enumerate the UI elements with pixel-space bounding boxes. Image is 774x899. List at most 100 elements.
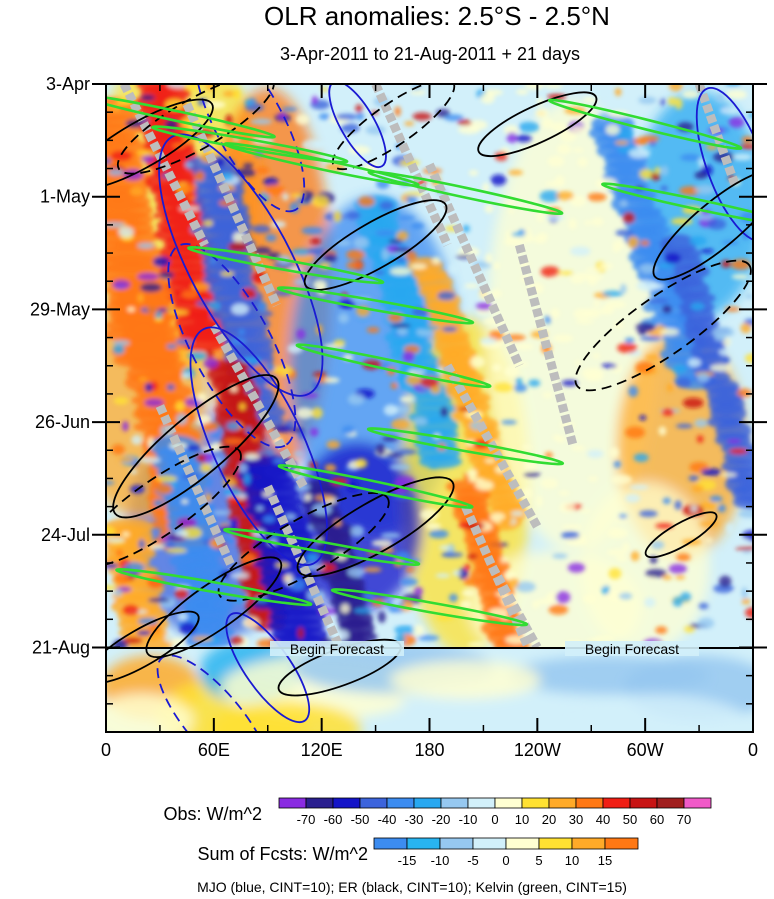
- obs-speck-854: [680, 153, 701, 162]
- obs-speck-545: [183, 84, 201, 91]
- obs-colorbar-swatch-8: [494, 797, 523, 809]
- obs-speck-634: [468, 170, 479, 176]
- obs-speck-194: [394, 625, 417, 635]
- obs-band-12-6: [679, 292, 716, 305]
- obs-speck-12: [614, 517, 628, 523]
- obs-speck-870: [620, 199, 628, 207]
- obs-speck-847: [475, 302, 493, 311]
- obs-speck-869: [203, 220, 214, 227]
- fcst-colorbar-swatch-0: [373, 837, 408, 850]
- er-contour-10: [652, 169, 753, 281]
- obs-speck-431: [106, 480, 115, 485]
- obs-speck-212: [503, 125, 519, 136]
- obs-speck-74: [396, 611, 414, 621]
- obs-speck-842: [732, 153, 752, 161]
- obs-speck-385: [380, 532, 401, 539]
- obs-speck-135: [515, 581, 536, 593]
- obs-speck-159: [461, 589, 475, 597]
- fcst-colorbar-level-2: -5: [467, 853, 479, 868]
- obs-speck-244: [561, 380, 578, 387]
- obs-speck-303: [273, 458, 285, 464]
- mjo-contour-1: [158, 133, 324, 397]
- obs-speck-719: [153, 213, 161, 219]
- fcst-colorbar-swatch-2: [439, 837, 474, 850]
- obs-colorbar-swatch-15: [683, 797, 712, 809]
- obs-speck-670: [412, 112, 432, 121]
- forecast-label-bg-2: [565, 641, 699, 656]
- obs-speck-839: [122, 531, 130, 537]
- obs-speck-297: [618, 514, 628, 519]
- fcst-colorbar-level-4: 5: [535, 853, 542, 868]
- obs-speck-662: [203, 357, 219, 369]
- obs-speck-765: [515, 377, 523, 386]
- obs-speck-575: [725, 89, 748, 100]
- obs-speck-490: [355, 104, 363, 113]
- obs-speck-558: [108, 168, 124, 176]
- obs-speck-491: [195, 453, 206, 463]
- obs-speck-123: [209, 431, 223, 437]
- obs-band-1-29: [177, 330, 228, 352]
- obs-speck-387: [462, 224, 470, 233]
- obs-speck-827: [615, 555, 628, 562]
- obs-speck-577: [717, 504, 726, 513]
- obs-speck-853: [243, 473, 251, 485]
- obs-speck-234: [333, 211, 342, 222]
- obs-speck-357: [593, 299, 601, 307]
- obs-speck-486: [572, 147, 585, 153]
- x-tick-label-3: 180: [414, 740, 444, 760]
- obs-speck-398: [614, 87, 622, 97]
- obs-speck-625: [696, 435, 704, 443]
- obs-speck-889: [625, 426, 646, 439]
- obs-speck-661: [610, 474, 633, 485]
- obs-speck-216: [729, 448, 748, 455]
- obs-speck-337: [518, 121, 540, 133]
- obs-speck-542: [705, 538, 713, 543]
- obs-speck-826: [223, 438, 244, 445]
- obs-speck-240: [377, 611, 386, 624]
- obs-speck-482: [680, 592, 692, 602]
- obs-speck-179: [645, 354, 659, 361]
- obs-speck-218: [175, 338, 194, 345]
- obs-speck-175: [245, 426, 252, 434]
- obs-speck-376: [345, 617, 367, 628]
- obs-speck-865: [231, 303, 249, 315]
- obs-speck-450: [552, 334, 574, 343]
- obs-speck-792: [605, 124, 620, 136]
- obs-speck-764: [670, 217, 693, 225]
- obs-speck-520: [672, 596, 684, 607]
- obs-speck-369: [528, 379, 541, 387]
- obs-speck-697: [570, 125, 586, 133]
- obs-speck-763: [115, 549, 124, 557]
- obs-speck-310: [170, 637, 186, 647]
- obs-speck-406: [326, 440, 341, 449]
- obs-speck-103: [127, 307, 135, 312]
- y-tick-label-3: 26-Jun: [35, 412, 90, 432]
- obs-speck-760: [181, 290, 199, 299]
- obs-speck-449: [168, 370, 181, 383]
- chart-title: OLR anomalies: 2.5°S - 2.5°N: [264, 1, 610, 31]
- obs-speck-291: [503, 238, 523, 246]
- obs-speck-570: [560, 130, 577, 143]
- kelvin-contour-8: [277, 464, 474, 509]
- obs-speck-770: [140, 94, 155, 101]
- obs-speck-580: [242, 616, 260, 629]
- fcst-colorbar-swatches: -15 -10 -5 0 5 10 15: [373, 837, 639, 868]
- obs-speck-199: [166, 343, 177, 350]
- obs-speck-679: [661, 408, 675, 417]
- er-contour-1: [116, 84, 275, 175]
- obs-speck-680: [561, 531, 580, 539]
- obs-speck-447: [600, 363, 617, 369]
- obs-speck-241: [531, 600, 540, 609]
- obs-colorbar-swatch-9: [521, 797, 550, 809]
- obs-speck-818: [311, 520, 330, 532]
- kelvin-contour-3: [367, 170, 564, 216]
- obs-speck-830: [196, 392, 207, 403]
- obs-speck-879: [112, 279, 131, 290]
- obs-colorbar-level-12: 50: [623, 812, 637, 827]
- obs-speck-366: [405, 250, 417, 262]
- obs-speck-653: [493, 261, 501, 270]
- obs-speck-287: [129, 186, 144, 196]
- obs-speck-237: [501, 419, 517, 425]
- obs-speck-714: [195, 170, 205, 182]
- obs-speck-365: [296, 407, 314, 419]
